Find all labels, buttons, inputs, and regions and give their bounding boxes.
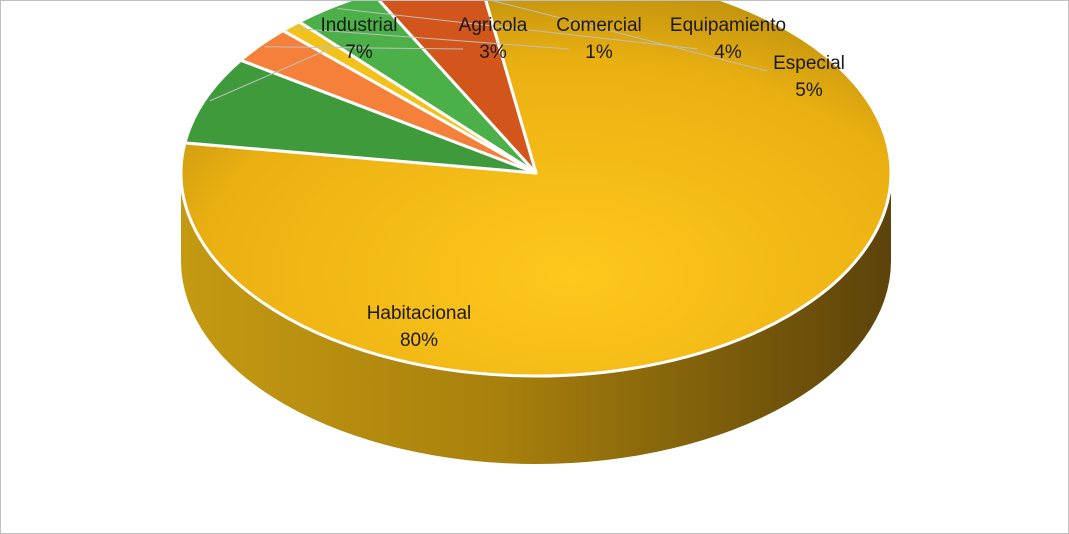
leader-line-comercial [294,27,570,50]
data-label-especial: Especial [773,53,845,74]
leader-line-agricola [264,46,464,50]
data-pct-agricola: 3% [479,42,507,63]
pie-slice-industrial [183,58,538,175]
pie-side-wall-habitacional [181,173,891,464]
leader-lines [209,1,768,102]
data-label-agricola: Agricola [459,15,528,36]
leader-line-equipamiento [337,8,699,50]
data-pct-industrial: 7% [345,42,373,63]
pie-slice-equipamiento [297,1,538,175]
data-pct-comercial: 1% [585,42,613,63]
data-label-industrial: Industrial [320,15,397,36]
data-label-comercial: Comercial [556,15,642,36]
data-label-habitacional: Habitacional [367,303,472,324]
data-labels: Habitacional 80% Industrial 7% Agricola 3% Com… [320,15,844,351]
data-pct-equipamiento: 4% [714,42,742,63]
data-pct-habitacional: 80% [400,330,438,351]
pie-slice-habitacional [179,1,893,378]
pie-side-wall [181,173,891,464]
leader-line-industrial [209,48,330,102]
leader-line-especial [492,1,768,72]
data-label-equipamiento: Equipamiento [670,15,786,36]
data-pct-especial: 5% [795,80,823,101]
